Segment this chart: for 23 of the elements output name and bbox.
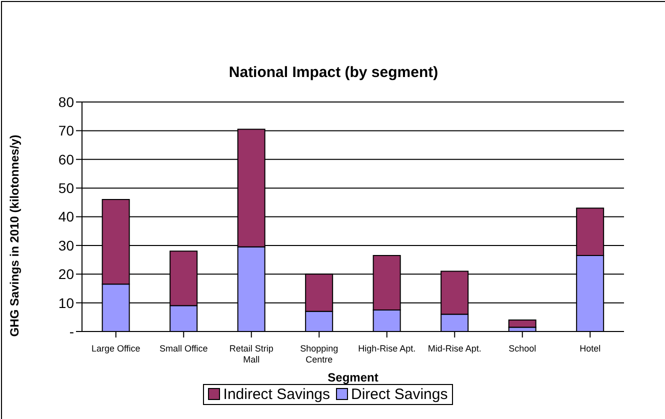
legend-label: Direct Savings [350,386,448,402]
y-tick-label: 50 [58,180,74,196]
x-tick-label: Mid-Rise Apt. [428,344,482,354]
y-tick-label: 30 [58,237,74,254]
legend-label: Indirect Savings [222,386,330,402]
bar [508,320,536,328]
y-tick-label: 80 [58,94,74,110]
chart-title: National Impact (by segment) [228,64,440,81]
x-tick-label: Large Office [91,344,140,354]
x-tick-label: School [508,344,536,354]
y-tick-label: 10 [58,294,74,311]
y-axis-title: GHG Savings in 2010 (kilotonnes/y) [7,134,22,337]
x-tick-label: High-Rise Apt. [358,344,416,354]
x-tick-label: Shopping Centre [300,344,338,364]
x-axis-title: Segment [328,370,378,384]
y-tick-label: 20 [58,266,74,282]
y-tick-label: 40 [58,208,74,225]
x-tick-label: Retail Strip Mall [229,344,274,364]
y-tick-label: 60 [58,151,74,168]
x-tick-label: Hotel [580,344,601,354]
x-tick-label: Small Office [159,344,208,354]
y-tick-label: 70 [58,122,74,139]
y-tick-label: - [69,323,74,340]
